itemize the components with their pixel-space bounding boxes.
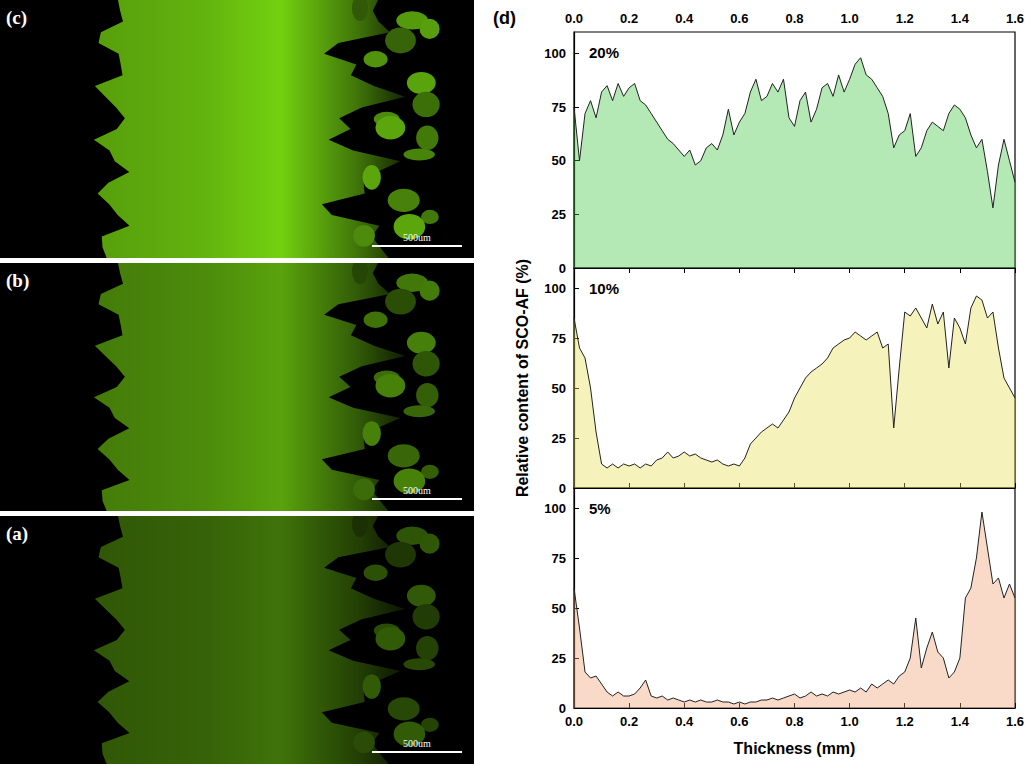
svg-text:0.2: 0.2 xyxy=(620,714,638,729)
svg-text:0.8: 0.8 xyxy=(785,714,803,729)
svg-text:Relative content of SCO-AF (%): Relative content of SCO-AF (%) xyxy=(514,259,531,497)
svg-text:0.6: 0.6 xyxy=(730,714,748,729)
svg-text:20%: 20% xyxy=(589,44,619,61)
svg-text:1.6: 1.6 xyxy=(1006,11,1024,26)
svg-text:75: 75 xyxy=(552,551,566,566)
svg-text:1.6: 1.6 xyxy=(1006,714,1024,729)
svg-text:1.4: 1.4 xyxy=(951,11,970,26)
svg-text:0: 0 xyxy=(559,481,566,496)
svg-text:Thickness (mm): Thickness (mm) xyxy=(734,740,856,757)
svg-text:0.0: 0.0 xyxy=(565,714,583,729)
svg-text:(c): (c) xyxy=(6,7,27,29)
svg-text:0.8: 0.8 xyxy=(785,11,803,26)
svg-text:0.2: 0.2 xyxy=(620,11,638,26)
svg-text:1.4: 1.4 xyxy=(951,714,970,729)
svg-text:50: 50 xyxy=(552,153,566,168)
svg-text:1.2: 1.2 xyxy=(896,11,914,26)
svg-text:0.6: 0.6 xyxy=(730,11,748,26)
svg-text:0.4: 0.4 xyxy=(675,11,694,26)
svg-text:25: 25 xyxy=(552,207,566,222)
svg-text:100: 100 xyxy=(544,46,566,61)
svg-text:25: 25 xyxy=(552,431,566,446)
svg-text:(b): (b) xyxy=(6,270,29,292)
svg-text:0: 0 xyxy=(558,700,566,716)
svg-text:100: 100 xyxy=(544,501,566,516)
svg-text:50: 50 xyxy=(552,601,566,616)
svg-text:(a): (a) xyxy=(6,523,28,545)
svg-text:75: 75 xyxy=(552,100,566,115)
svg-text:0: 0 xyxy=(559,261,566,276)
svg-text:75: 75 xyxy=(552,331,566,346)
svg-text:100: 100 xyxy=(544,281,566,296)
svg-text:(d): (d) xyxy=(493,8,516,28)
svg-text:0.0: 0.0 xyxy=(565,11,583,26)
svg-text:1.0: 1.0 xyxy=(841,714,859,729)
svg-text:5%: 5% xyxy=(589,500,611,517)
svg-text:1.2: 1.2 xyxy=(896,714,914,729)
svg-text:500um: 500um xyxy=(403,232,431,243)
svg-text:50: 50 xyxy=(552,381,566,396)
svg-text:0.4: 0.4 xyxy=(675,714,694,729)
svg-text:10%: 10% xyxy=(589,280,619,297)
svg-text:500um: 500um xyxy=(403,485,431,496)
svg-text:500um: 500um xyxy=(403,738,431,749)
svg-text:25: 25 xyxy=(552,651,566,666)
svg-text:1.0: 1.0 xyxy=(841,11,859,26)
